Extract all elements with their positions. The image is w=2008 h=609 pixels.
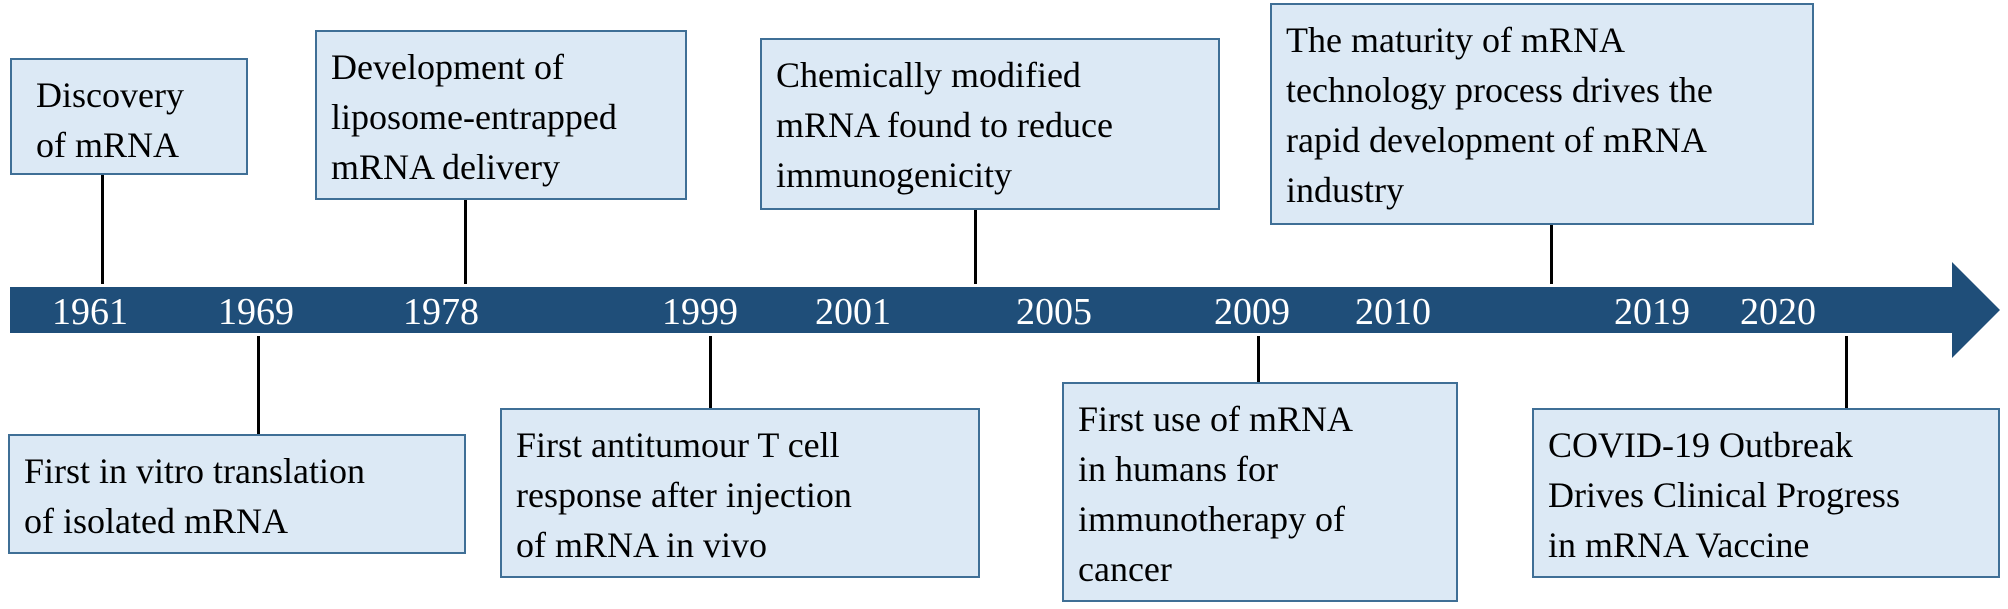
event-line: mRNA found to reduce bbox=[776, 105, 1113, 145]
event-line: in humans for bbox=[1078, 449, 1278, 489]
event-line: industry bbox=[1286, 170, 1405, 210]
event-line: mRNA delivery bbox=[331, 147, 560, 187]
event-line: cancer bbox=[1078, 549, 1172, 589]
year-label-1999: 1999 bbox=[662, 291, 738, 333]
year-label-1978: 1978 bbox=[403, 291, 479, 333]
event-line: immunotherapy of bbox=[1078, 499, 1345, 539]
year-label-2010: 2010 bbox=[1355, 291, 1431, 333]
connector-top-2010 bbox=[1550, 225, 1553, 284]
event-line: The maturity of mRNA bbox=[1286, 20, 1625, 60]
event-box-bottom-1999: First antitumour T cell response after i… bbox=[500, 408, 980, 578]
event-line: technology process drives the bbox=[1286, 70, 1713, 110]
event-line: in mRNA Vaccine bbox=[1548, 525, 1810, 565]
connector-top-1978 bbox=[464, 200, 467, 284]
event-line: First use of mRNA bbox=[1078, 399, 1354, 439]
year-label-2020: 2020 bbox=[1740, 291, 1816, 333]
event-line: liposome-entrapped bbox=[331, 97, 617, 137]
event-line: First antitumour T cell bbox=[516, 425, 840, 465]
event-line: of isolated mRNA bbox=[24, 501, 288, 541]
connector-bottom-1969 bbox=[257, 336, 260, 434]
event-box-top-1961: Discovery of mRNA bbox=[10, 58, 248, 175]
year-label-2019: 2019 bbox=[1614, 291, 1690, 333]
connector-top-1961 bbox=[101, 175, 104, 284]
event-line: First in vitro translation bbox=[24, 451, 365, 491]
event-box-bottom-2009: First use of mRNA in humans for immunoth… bbox=[1062, 382, 1458, 602]
event-line: Chemically modified bbox=[776, 55, 1081, 95]
connector-bottom-1999 bbox=[709, 336, 712, 408]
event-box-top-2001: Chemically modified mRNA found to reduce… bbox=[760, 38, 1220, 210]
event-line: Development of bbox=[331, 47, 564, 87]
event-box-bottom-1969: First in vitro translation of isolated m… bbox=[8, 434, 466, 554]
event-line: rapid development of mRNA bbox=[1286, 120, 1707, 160]
event-line: Discovery bbox=[36, 75, 184, 115]
connector-top-2001 bbox=[974, 210, 977, 284]
year-label-1969: 1969 bbox=[218, 291, 294, 333]
event-box-top-1978: Development of liposome-entrapped mRNA d… bbox=[315, 30, 687, 200]
year-label-2001: 2001 bbox=[815, 291, 891, 333]
year-label-2009: 2009 bbox=[1214, 291, 1290, 333]
event-line: COVID-19 Outbreak bbox=[1548, 425, 1853, 465]
event-line: of mRNA bbox=[36, 125, 179, 165]
connector-bottom-2020 bbox=[1845, 336, 1848, 408]
event-line: response after injection bbox=[516, 475, 852, 515]
connector-bottom-2009 bbox=[1257, 336, 1260, 382]
year-label-1961: 1961 bbox=[52, 291, 128, 333]
event-line: of mRNA in vivo bbox=[516, 525, 768, 565]
event-line: Drives Clinical Progress bbox=[1548, 475, 1900, 515]
year-label-2005: 2005 bbox=[1016, 291, 1092, 333]
event-box-top-2010: The maturity of mRNA technology process … bbox=[1270, 3, 1814, 225]
event-box-bottom-2020: COVID-19 Outbreak Drives Clinical Progre… bbox=[1532, 408, 2000, 578]
event-line: immunogenicity bbox=[776, 155, 1012, 195]
